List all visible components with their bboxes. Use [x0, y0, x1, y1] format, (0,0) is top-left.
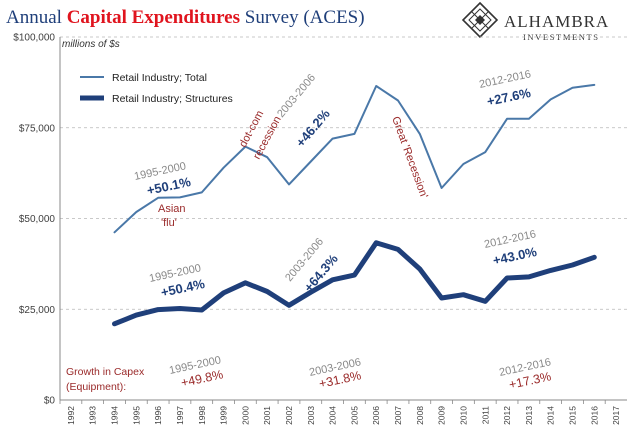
y-tick-label: $100,000 — [13, 33, 55, 44]
x-tick-label: 2008 — [415, 406, 425, 425]
x-tick-label: 1992 — [66, 406, 76, 425]
chart-title-part3: Survey (ACES) — [240, 7, 365, 28]
x-tick-label: 2014 — [546, 406, 556, 425]
x-tick-label: 2005 — [349, 406, 359, 425]
x-tick-label: 1995 — [131, 406, 141, 425]
chart-title-highlight: Capital Expenditures — [67, 7, 240, 28]
y-tick-label: $0 — [44, 396, 56, 407]
x-tick-label: 2000 — [240, 406, 250, 425]
y-tick-label: $25,000 — [19, 305, 56, 316]
x-tick-label: 1996 — [153, 406, 163, 425]
x-tick-label: 2015 — [567, 406, 577, 425]
x-tick-label: 2002 — [284, 406, 294, 425]
x-tick-label: 2011 — [480, 406, 490, 425]
logo-name: ALHAMBRA — [504, 12, 609, 31]
x-tick-label: 2017 — [611, 406, 621, 425]
x-tick-label: 2012 — [502, 406, 512, 425]
chart-title: Annual Capital Expenditures Survey (ACES… — [6, 7, 365, 28]
y-tick-label: $50,000 — [19, 214, 56, 225]
annotation-change: +27.6% — [486, 85, 533, 109]
legend-label-structures: Retail Industry; Structures — [112, 93, 233, 105]
capex-label: (Equipment): — [66, 381, 126, 393]
x-tick-label: 2016 — [589, 406, 599, 425]
legend: Retail Industry; Total Retail Industry; … — [80, 72, 233, 105]
x-axis: 1992 1993 1994 1995 1996 1997 1998 1999 2000 2001… — [59, 399, 627, 425]
x-tick-label: 2009 — [437, 406, 447, 425]
x-tick-label: 1997 — [175, 406, 185, 425]
legend-label-total: Retail Industry; Total — [112, 72, 207, 84]
x-tick-label: 2006 — [371, 406, 381, 425]
capex-equipment: Growth in Capex (Equipment): 1995-2000 +… — [66, 354, 552, 393]
alhambra-logo: ALHAMBRA INVESTMENTS — [461, 1, 609, 42]
x-tick-label: 2013 — [524, 406, 534, 425]
x-tick-label: 1994 — [110, 406, 120, 425]
x-tick-label: 1998 — [197, 406, 207, 425]
diamond-lattice-icon — [461, 1, 499, 39]
x-tick-label: 2003 — [306, 406, 316, 425]
annotation-period: 2003-2006 — [275, 72, 318, 120]
x-tick-label: 2004 — [328, 406, 338, 425]
gridlines — [60, 36, 627, 310]
series-line-structures — [112, 240, 597, 327]
event-asian-flu: 'flu' — [161, 217, 177, 229]
chart-title-part1: Annual — [6, 7, 67, 28]
y-tick-label: $75,000 — [19, 123, 56, 134]
y-axis: $0 $25,000 $50,000 $75,000 $100,000 — [13, 33, 61, 407]
event-labels: Asian 'flu' dot-com recession Great 'Rec… — [158, 109, 430, 229]
x-tick-label: 2007 — [393, 406, 403, 425]
event-asian-flu: Asian — [158, 203, 186, 215]
series-line-total — [113, 83, 596, 234]
series-lines — [112, 83, 597, 327]
annotations-total: 1995-2000 +50.1% 2003-2006 +46.2% 2012-2… — [133, 68, 532, 198]
capex-label: Growth in Capex — [66, 366, 145, 378]
x-tick-label: 1999 — [219, 406, 229, 425]
unit-label: millions of $s — [62, 39, 120, 50]
x-tick-label: 2010 — [458, 406, 468, 425]
annotations-structures: 1995-2000 +50.4% 2003-2006 +64.3% 2012-2… — [148, 228, 538, 300]
x-tick-label: 2001 — [262, 406, 272, 425]
x-tick-label: 1993 — [88, 406, 98, 425]
